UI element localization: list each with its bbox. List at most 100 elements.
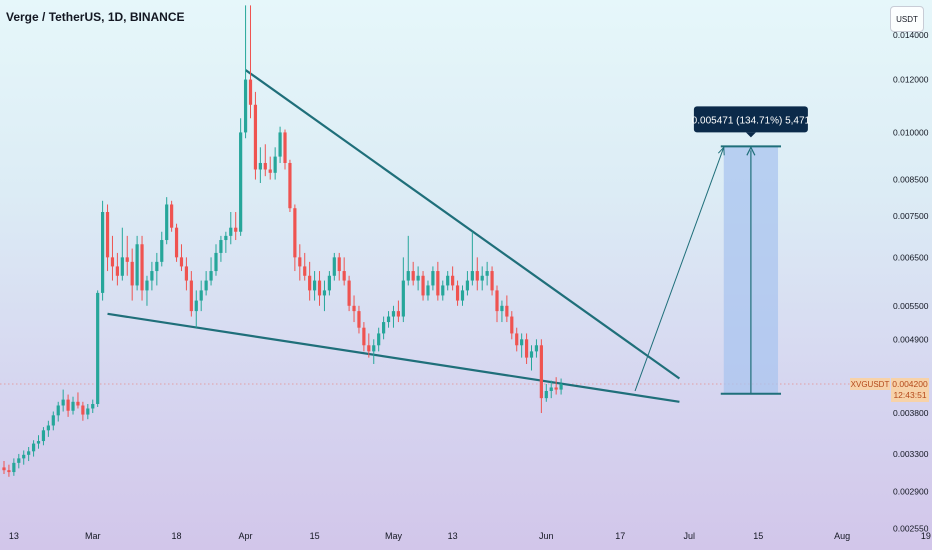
candle: [406, 235, 410, 286]
candle-body: [441, 285, 445, 296]
candle-body: [322, 290, 327, 296]
candle: [401, 257, 405, 323]
candle: [441, 280, 445, 301]
candle: [337, 252, 341, 281]
trendline-upper[interactable]: [244, 69, 681, 380]
candle: [120, 227, 124, 281]
candle-body: [406, 271, 410, 281]
candle-body: [411, 271, 415, 281]
candle-body: [165, 204, 169, 241]
candle-body: [362, 327, 366, 346]
candle-body: [179, 257, 184, 267]
candle-body: [76, 401, 80, 406]
candle-body: [337, 257, 341, 272]
candle: [150, 261, 154, 291]
candle-body: [61, 399, 65, 406]
candle-body: [91, 404, 95, 409]
candle: [470, 231, 474, 286]
candle-body: [184, 266, 189, 281]
candle-body: [258, 162, 262, 170]
candle: [243, 5, 248, 139]
x-tick-label: May: [385, 531, 403, 541]
candle-body: [96, 292, 100, 405]
candle: [101, 200, 105, 301]
candle: [155, 252, 159, 286]
candle-body: [520, 339, 524, 346]
candle: [520, 333, 524, 358]
candle-body: [495, 290, 499, 312]
candle-body: [229, 227, 233, 236]
candle-body: [189, 280, 193, 312]
candle-body: [391, 311, 396, 317]
candle-body: [22, 454, 26, 459]
candle-body: [7, 470, 11, 473]
candle-body: [248, 79, 253, 105]
candle: [485, 261, 489, 286]
candle-body: [56, 405, 60, 416]
x-tick-label: 15: [753, 531, 763, 541]
candle: [204, 271, 208, 296]
x-tick-label: 17: [615, 531, 625, 541]
candle-body: [446, 275, 450, 286]
projection-arrow-head: [746, 145, 756, 156]
candle: [239, 118, 243, 236]
candle-body: [209, 271, 213, 281]
trendline-lower[interactable]: [107, 312, 680, 403]
candle: [179, 244, 184, 272]
candle: [46, 420, 50, 437]
candle: [534, 339, 539, 358]
candle-body: [283, 132, 287, 163]
target-arrow-line: [634, 147, 725, 392]
candle: [480, 266, 484, 291]
candle-body: [396, 311, 400, 317]
candle: [426, 280, 430, 301]
candle-body: [160, 240, 164, 262]
y-tick-label: 0.004900: [893, 334, 929, 344]
candle: [510, 311, 514, 340]
candle: [105, 204, 110, 272]
currency-button[interactable]: USDT: [890, 6, 924, 32]
candle-body: [12, 462, 16, 473]
candle: [327, 271, 331, 296]
candle: [303, 252, 307, 281]
candle: [91, 399, 95, 414]
candle-body: [293, 208, 297, 258]
candle: [229, 212, 233, 245]
candle: [22, 450, 26, 465]
candle: [140, 235, 144, 301]
candle: [283, 129, 287, 170]
candle-body: [239, 132, 243, 232]
candle-body: [367, 345, 371, 352]
y-tick-label: 0.005500: [893, 301, 929, 311]
candle: [145, 275, 149, 306]
candle: [2, 461, 6, 474]
candle-body: [278, 132, 282, 157]
candle-body: [332, 257, 336, 276]
candle: [248, 5, 253, 119]
candle: [263, 144, 267, 177]
candle: [293, 204, 297, 272]
candle: [12, 458, 16, 476]
x-tick-label: 13: [448, 531, 458, 541]
candle: [500, 300, 504, 323]
candle: [51, 411, 55, 431]
x-tick-label: 19: [921, 531, 931, 541]
candle: [160, 231, 164, 267]
candle-body: [204, 280, 208, 291]
candle-body: [268, 169, 272, 173]
candle-body: [174, 227, 179, 258]
candle: [446, 271, 450, 291]
candle-body: [51, 415, 55, 426]
candle-body: [386, 316, 391, 323]
candle-body: [31, 443, 36, 452]
candle: [273, 147, 277, 180]
y-tick-label: 0.008500: [893, 175, 929, 185]
candle-body: [312, 280, 317, 291]
candle: [194, 290, 198, 328]
x-tick-label: Jul: [684, 531, 696, 541]
candle: [460, 285, 465, 306]
candle-body: [150, 271, 154, 281]
candle: [214, 244, 218, 276]
candle-body: [2, 467, 6, 471]
